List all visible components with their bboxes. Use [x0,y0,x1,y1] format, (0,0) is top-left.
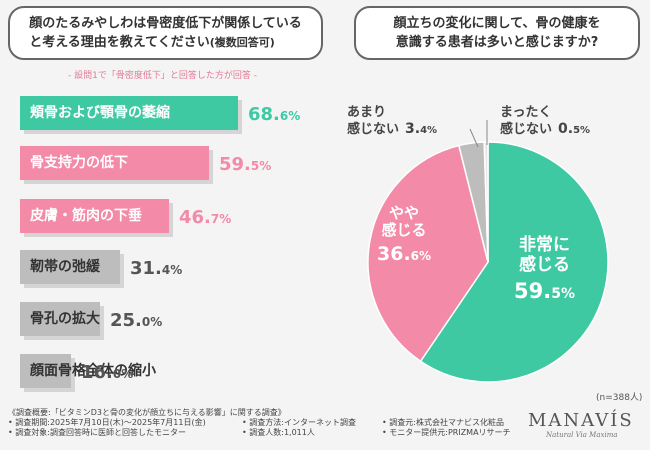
left-question-box: 顔のたるみやしわは骨密度低下が関係している と考える理由を教えてください(複数回… [8,6,323,60]
bar-label: 靭帯の弛緩 [30,259,100,275]
pie-slice-3 [457,141,489,263]
pie-value-label: 0.5% [558,120,591,137]
right-question-line-1: 顔立ちの変化に関して、骨の健康を [393,16,601,31]
footer-source: • 調査元:株式会社マナビス化粧品 [382,418,504,427]
pie-value-label: 36.6% [377,242,432,265]
pie-label-line-2: 感じる [518,254,570,275]
pie-label-1: 非常に 感じる 59.5% [514,235,575,304]
bar-value-label: 46.7% [179,207,232,228]
bar-label: 骨孔の拡大 [30,311,100,327]
bar-label: 顔面骨格全体の縮小 [30,363,156,379]
footer-target: • 調査対象:調査回答時に医師と回答したモニター [8,428,186,437]
bar-fill [20,96,238,130]
left-question-line-2: と考える理由を教えてください [29,35,210,50]
bar-value-label: 68.6% [248,104,301,125]
bar-value-label: 16.0% [81,362,134,383]
pie-label-line-1: 非常に [518,235,570,255]
footer-method: • 調査方法:インターネット調査 [242,418,356,427]
bar-fill [20,354,71,388]
pie-label-4: まったく 感じない 0.5% [500,105,590,138]
footer-period: • 調査期間:2025年7月10日(木)〜2025年7月11日(金) [8,418,206,427]
pie-label-line-2: 感じない [347,121,400,137]
bar-value-label: 31.4% [130,258,183,279]
brand-logo: MANAVÍS [528,410,634,431]
sample-size: (n=388人) [596,393,643,403]
pie-label-line-2: 感じない [500,121,553,137]
pie-label-row: 感じない 0.5% [500,121,590,138]
pie-label-2: やや 感じる 36.6% [377,204,432,265]
footer-title: 《調査概要:「ビタミンD3と骨の変化が顔立ちに与える影響」に関する調査》 [8,408,286,417]
bar-label: 骨支持力の低下 [30,155,128,171]
right-question-line-2: 意識する患者は多いと感じますか? [395,35,599,50]
bar-fill [20,250,120,284]
leader-line-3 [469,128,479,148]
pie-value-label: 59.5% [514,279,575,304]
bar-value-label: 59.5% [219,154,272,175]
footer-provider: • モニター提供元:PRIZMAリサーチ [382,428,511,437]
bar-fill [20,302,100,336]
pie-label-line-1: あまり [347,105,387,120]
footer-count: • 調査人数:1,011人 [242,428,315,437]
bar-label: 頬骨および顎骨の萎縮 [30,105,170,121]
pie-value-label: 3.4% [405,120,438,137]
bar-value-label: 25.0% [110,310,163,331]
pie-label-line-1: まったく [500,105,552,120]
left-question-line-1: 顔のたるみやしわは骨密度低下が関係している [29,16,302,31]
pie-label-line-1: やや [389,204,420,222]
pie-slice-4 [483,141,489,263]
left-question-note: (複数回答可) [209,36,275,49]
right-question-box: 顔立ちの変化に関して、骨の健康を 意識する患者は多いと感じますか? [354,6,640,60]
pie-label-line-2: 感じる [381,221,427,240]
bar-label: 皮膚・筋肉の下垂 [30,208,142,224]
subnote: - 設問1で「骨密度低下」と回答した方が回答 - [68,71,257,81]
bar-fill [20,146,209,180]
survey-footer: 《調査概要:「ビタミンD3と骨の変化が顔立ちに与える影響」に関する調査》 • 調… [8,408,511,438]
bar-fill [20,199,169,233]
brand-tagline: Natural Via Maxima [546,431,618,439]
pie-label-3: あまり 感じない 3.4% [347,105,437,138]
pie-label-row: 感じない 3.4% [347,121,437,138]
